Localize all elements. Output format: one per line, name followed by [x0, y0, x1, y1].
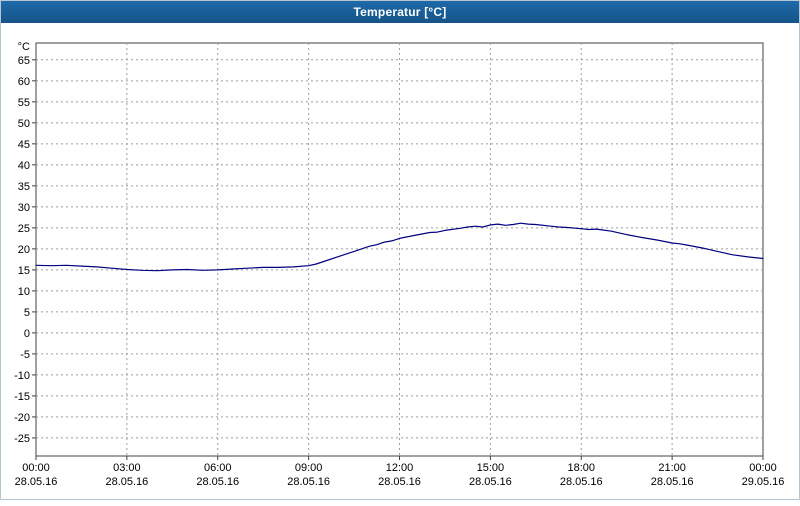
x-time-label: 18:00	[567, 462, 595, 474]
y-axis-unit-label: °C	[18, 41, 30, 53]
x-time-label: 03:00	[113, 462, 141, 474]
x-date-label: 28.05.16	[560, 476, 603, 488]
temperature-line	[35, 222, 764, 272]
y-tick-label: -25	[14, 433, 30, 445]
x-time-label: 00:00	[749, 462, 777, 474]
y-tick-label: 55	[18, 97, 30, 109]
y-tick-label: 30	[18, 202, 30, 214]
x-date-label: 28.05.16	[287, 476, 330, 488]
y-tick-label: 0	[24, 328, 30, 340]
y-tick-label: 60	[18, 76, 30, 88]
y-tick-label: -5	[20, 349, 30, 361]
chart-title: Temperatur [°C]	[353, 5, 447, 19]
y-tick-label: 65	[18, 55, 30, 67]
y-tick-label: 45	[18, 139, 30, 151]
x-date-label: 28.05.16	[651, 476, 694, 488]
x-date-label: 28.05.16	[15, 476, 58, 488]
y-tick-label: -20	[14, 412, 30, 424]
x-time-label: 12:00	[386, 462, 414, 474]
x-time-label: 00:00	[22, 462, 50, 474]
temperature-chart: 65605550454035302520151050-5-10-15-20-25…	[14, 41, 785, 488]
x-date-label: 28.05.16	[469, 476, 512, 488]
x-time-label: 15:00	[477, 462, 505, 474]
y-tick-label: 10	[18, 286, 30, 298]
x-date-label: 28.05.16	[196, 476, 239, 488]
y-tick-label: 20	[18, 244, 30, 256]
y-tick-label: 25	[18, 223, 30, 235]
x-date-label: 28.05.16	[378, 476, 421, 488]
x-date-label: 29.05.16	[742, 476, 785, 488]
y-tick-label: -10	[14, 370, 30, 382]
title-bar: Temperatur [°C]	[1, 1, 799, 23]
y-tick-label: 5	[24, 307, 30, 319]
x-time-label: 21:00	[658, 462, 686, 474]
x-date-label: 28.05.16	[105, 476, 148, 488]
y-tick-label: -15	[14, 391, 30, 403]
y-tick-label: 50	[18, 118, 30, 130]
y-tick-label: 35	[18, 181, 30, 193]
y-tick-label: 40	[18, 160, 30, 172]
y-tick-label: 15	[18, 265, 30, 277]
x-time-label: 09:00	[295, 462, 323, 474]
x-time-label: 06:00	[204, 462, 232, 474]
